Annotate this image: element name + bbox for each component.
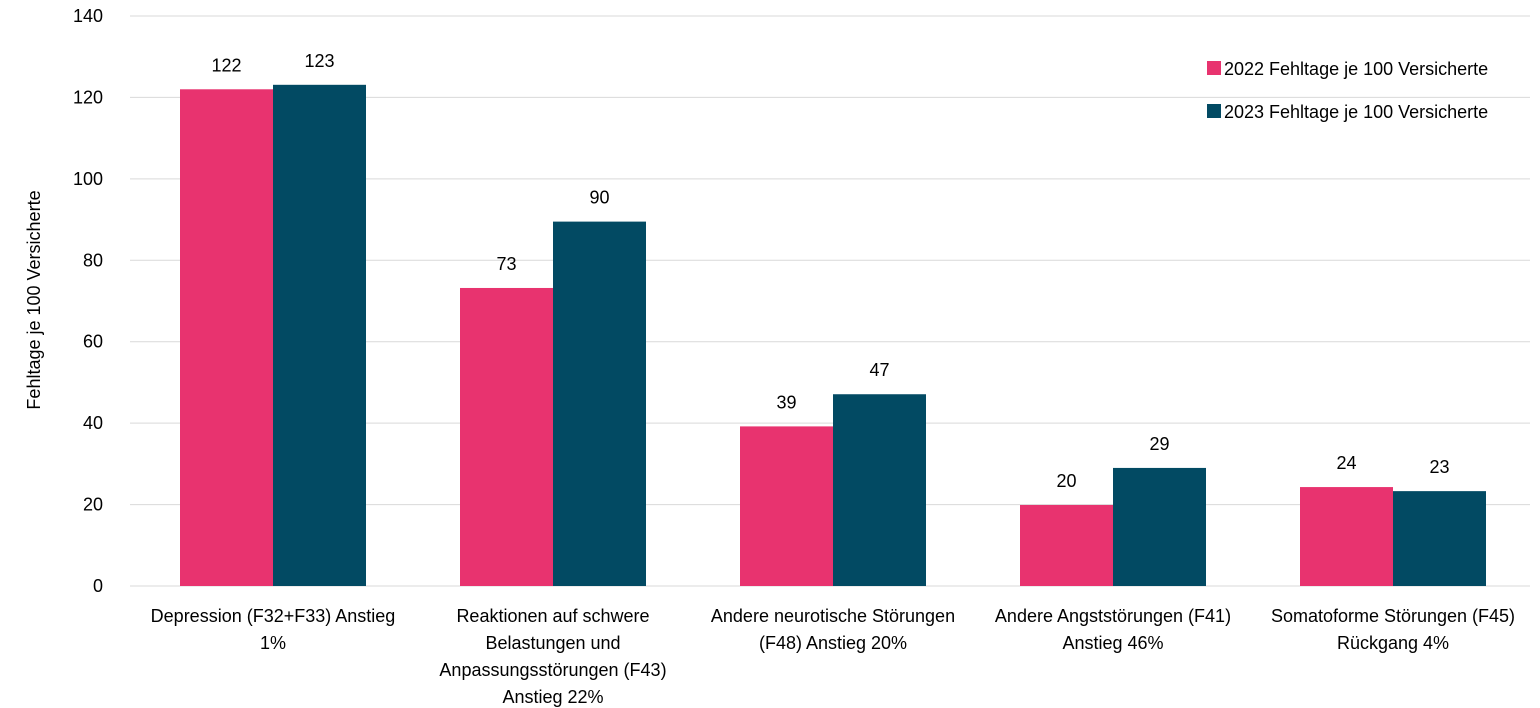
data-label: 24 bbox=[1336, 453, 1356, 473]
y-tick-label: 140 bbox=[73, 6, 103, 26]
legend-swatch bbox=[1207, 61, 1221, 75]
bar bbox=[740, 426, 833, 586]
data-labels: 122 123 73 90 39 47 20 29 24 23 bbox=[211, 51, 1449, 491]
legend-label: 2022 Fehltage je 100 Versicherte bbox=[1224, 59, 1488, 79]
data-label: 39 bbox=[776, 392, 796, 412]
bar bbox=[180, 89, 273, 587]
category-label: Anstieg 46% bbox=[1062, 633, 1163, 653]
bar bbox=[460, 287, 553, 586]
category-label: 1% bbox=[260, 633, 286, 653]
bar bbox=[1020, 504, 1113, 586]
y-tick-label: 100 bbox=[73, 169, 103, 189]
category-label: Andere neurotische Störungen bbox=[711, 606, 955, 626]
data-label: 122 bbox=[211, 55, 241, 75]
category-label: Depression (F32+F33) Anstieg bbox=[151, 606, 396, 626]
legend-label: 2023 Fehltage je 100 Versicherte bbox=[1224, 102, 1488, 122]
data-label: 20 bbox=[1056, 471, 1076, 491]
category-label: Belastungen und bbox=[485, 633, 620, 653]
y-axis-title: Fehltage je 100 Versicherte bbox=[24, 190, 44, 409]
y-tick-label: 20 bbox=[83, 495, 103, 515]
data-label: 123 bbox=[304, 51, 334, 71]
category-label: Anstieg 22% bbox=[502, 687, 603, 707]
legend-swatch bbox=[1207, 104, 1221, 118]
bar bbox=[833, 394, 926, 586]
bar bbox=[273, 84, 366, 587]
legend: 2022 Fehltage je 100 Versicherte 2023 Feh… bbox=[1207, 59, 1488, 122]
y-tick-label: 120 bbox=[73, 87, 103, 107]
bar bbox=[1300, 487, 1393, 586]
data-label: 73 bbox=[496, 254, 516, 274]
category-label: Somatoforme Störungen (F45) bbox=[1271, 606, 1515, 626]
bar bbox=[553, 221, 646, 586]
category-label: Reaktionen auf schwere bbox=[456, 606, 649, 626]
data-label: 29 bbox=[1149, 434, 1169, 454]
bars bbox=[180, 84, 1486, 587]
category-label: (F48) Anstieg 20% bbox=[759, 633, 907, 653]
y-tick-label: 80 bbox=[83, 250, 103, 270]
y-tick-label: 40 bbox=[83, 413, 103, 433]
category-labels: Depression (F32+F33) Anstieg 1% Reaktionen… bbox=[151, 606, 1515, 707]
y-tick-label: 60 bbox=[83, 332, 103, 352]
y-axis-ticks: 0 20 40 60 80 100 120 140 bbox=[73, 6, 103, 596]
bar bbox=[1113, 467, 1206, 586]
y-tick-label: 0 bbox=[93, 576, 103, 596]
category-label: Rückgang 4% bbox=[1337, 633, 1449, 653]
bar bbox=[1393, 491, 1486, 586]
data-label: 90 bbox=[589, 188, 609, 208]
data-label: 23 bbox=[1429, 457, 1449, 477]
category-label: Andere Angststörungen (F41) bbox=[995, 606, 1231, 626]
data-label: 47 bbox=[869, 360, 889, 380]
category-label: Anpassungsstörungen (F43) bbox=[439, 660, 666, 680]
